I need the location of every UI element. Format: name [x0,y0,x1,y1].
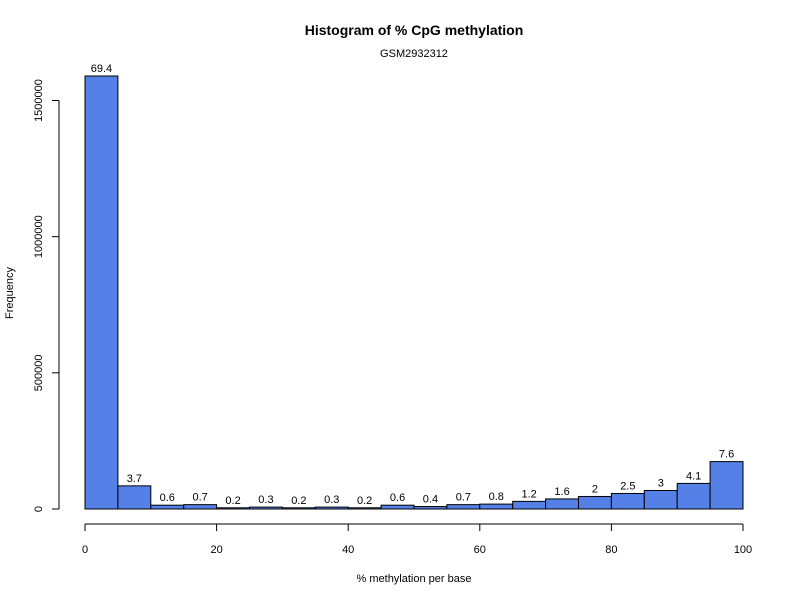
histogram-bar [380,504,415,510]
x-tick-label: 80 [605,544,617,556]
bar-percent-label: 0.2 [291,495,306,507]
x-tick-label: 40 [342,544,354,556]
histogram-bar [314,506,349,510]
y-tick-label: 1000000 [33,215,45,258]
bar-percent-label: 0.8 [489,491,504,503]
histogram-bar [643,489,678,510]
histogram-bar [84,75,119,510]
y-tick-label: 500000 [33,354,45,391]
histogram-bar [479,503,514,510]
x-tick-label: 20 [210,544,222,556]
histogram-bar [249,506,283,510]
histogram-bar [709,461,744,510]
bar-percent-label: 3 [658,477,664,489]
bar-percent-label: 7.6 [719,449,734,461]
histogram-bar [216,507,251,510]
bar-percent-label: 1.6 [554,486,569,498]
y-axis-label: Frequency [4,267,16,319]
histogram-bar [545,498,579,510]
bar-percent-label: 0.3 [258,494,273,506]
x-axis: 0 20 40 60 80 100 [82,523,752,556]
histogram-bar [117,485,152,510]
bars-group [84,75,744,510]
bar-percent-label: 69.4 [91,63,112,75]
bar-percent-label: 2.5 [620,480,635,492]
bar-percent-label: 0.6 [160,492,175,504]
histogram-bar [610,492,645,510]
histogram-bar [578,495,612,510]
histogram-bar [150,504,185,510]
bar-percent-label: 0.7 [456,492,471,504]
x-axis-label: % methylation per base [357,573,472,585]
bar-percent-label: 0.7 [193,492,208,504]
bar-percent-label: 4.1 [686,470,701,482]
y-tick-label: 0 [33,506,45,512]
x-tick-label: 60 [474,544,486,556]
histogram-bar [512,500,547,510]
histogram-bar [676,482,711,510]
bar-percent-label: 2 [592,483,598,495]
bar-percent-label: 0.2 [225,495,240,507]
x-tick-label: 0 [82,544,88,556]
histogram-bar [183,504,218,510]
chart-subtitle: GSM2932312 [380,48,448,60]
chart-title: Histogram of % CpG methylation [305,22,524,38]
bar-percent-label: 0.2 [357,495,372,507]
y-tick-label: 1500000 [33,79,45,122]
x-tick-label: 100 [734,544,752,556]
bar-labels-group: 69.4 3.7 0.6 0.7 0.2 0.3 0.2 0.3 0.2 0.6 0.4 0.7 0.8… [91,63,734,507]
bar-percent-label: 0.3 [324,494,339,506]
bar-percent-label: 3.7 [127,473,142,485]
bar-percent-label: 1.2 [522,488,537,500]
histogram-bar [281,507,316,510]
histogram-bar [446,504,481,510]
histogram-bar [347,507,382,510]
bar-percent-label: 0.6 [390,492,405,504]
histogram-bar [413,506,448,510]
bar-percent-label: 0.4 [423,494,438,506]
y-axis: 0 500000 1000000 1500000 [33,79,60,512]
